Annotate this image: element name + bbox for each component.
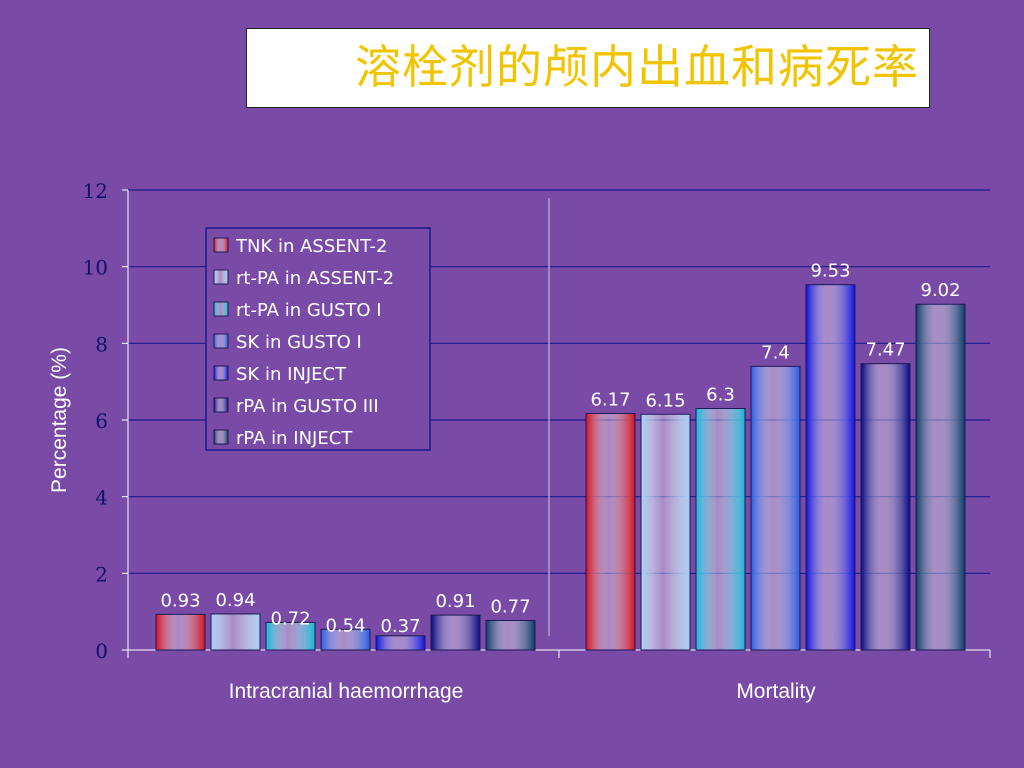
legend-label: rPA in GUSTO III [236,396,379,417]
y-tick-label: 2 [95,562,108,586]
x-category-label: Intracranial haemorrhage [229,680,464,703]
axes: 0 2 4 6 8 10 12 Intracranial haemorrhage Mortali… [48,179,991,703]
bar [375,635,426,651]
data-label: 0.72 [270,608,310,629]
y-tick-label: 8 [95,332,108,356]
bar [750,365,801,651]
bar [485,619,536,651]
legend-label: rt-PA in GUSTO I [236,300,382,321]
data-label: 7.4 [761,342,790,363]
legend-label: TNK in ASSENT-2 [235,236,387,257]
y-tick-label: 12 [83,179,108,203]
bar [915,303,966,651]
bar [320,628,371,651]
bar [210,613,261,651]
data-label: 7.47 [865,340,905,361]
bar [265,621,316,651]
bar [430,614,481,651]
data-label: 6.3 [706,385,735,406]
bar [860,363,911,651]
y-tick-label: 10 [83,256,108,280]
x-category-label: Mortality [736,680,816,703]
legend-label: SK in INJECT [236,364,347,385]
data-label: 6.17 [590,389,630,410]
legend: TNK in ASSENT-2 rt-PA in ASSENT-2 rt-PA in… [205,227,431,451]
bars [155,284,966,651]
data-label: 0.93 [160,590,200,611]
legend-box [205,227,431,451]
bar [585,412,636,651]
legend-swatch [213,269,229,285]
legend-swatch [213,397,229,413]
bar [805,284,856,651]
y-tick-label: 4 [95,486,108,510]
legend-swatch [213,365,229,381]
data-label: 0.91 [435,591,475,612]
data-label: 0.37 [380,616,420,637]
bar [695,408,746,651]
legend-swatch [213,429,229,445]
data-label: 9.53 [810,261,850,282]
y-tick-label: 6 [95,409,108,433]
data-label: 0.77 [490,596,530,617]
data-label: 6.15 [645,390,685,411]
title-box: 溶栓剂的颅内出血和病死率 [246,28,930,108]
data-label: 9.02 [920,280,960,301]
legend-swatch [213,301,229,317]
data-labels: 0.93 6.17 0.94 6.15 0.72 6.3 0.54 7.4 0.37 9.53 0.… [160,261,960,637]
legend-label: rt-PA in ASSENT-2 [236,268,394,289]
bar [155,613,206,651]
data-label: 0.54 [325,615,365,636]
data-label: 0.94 [215,590,255,611]
y-tick-label: 0 [95,639,108,663]
legend-swatch [213,333,229,349]
legend-label: SK in GUSTO I [236,332,362,353]
bar [640,413,691,651]
y-axis-title: Percentage (%) [48,347,71,493]
chart-title: 溶栓剂的颅内出血和病死率 [355,40,919,94]
legend-label: rPA in INJECT [236,428,353,449]
legend-swatch [213,237,229,253]
